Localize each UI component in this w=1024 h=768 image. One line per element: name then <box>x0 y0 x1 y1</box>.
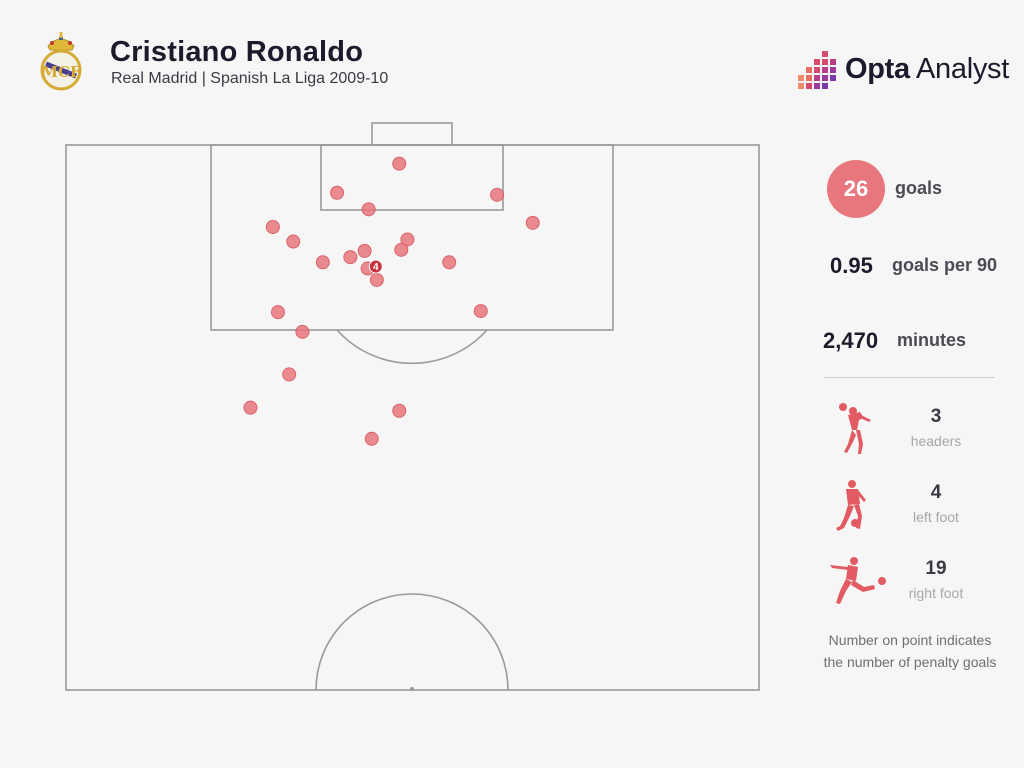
goal-point <box>243 400 258 415</box>
goal-point <box>361 202 376 217</box>
chart-subtitle: Real Madrid | Spanish La Liga 2009-10 <box>111 70 389 87</box>
goal-point <box>343 250 358 265</box>
goal-point <box>442 255 457 270</box>
goal-type-left-foot: 4 left foot <box>820 478 1000 548</box>
brand-light: Analyst <box>909 53 1010 85</box>
right-foot-label: right foot <box>908 585 964 601</box>
brand-name: Opta Analyst <box>845 53 1009 86</box>
goals-per-90-value: 0.95 <box>830 253 873 278</box>
right-foot-count: 19 <box>925 558 947 579</box>
header-player-icon <box>839 403 871 454</box>
goal-point <box>315 255 330 270</box>
goal-point <box>295 324 310 339</box>
goal-point <box>282 367 297 382</box>
svg-text:MCF: MCF <box>41 63 81 81</box>
goal-type-right-foot: 19 right foot <box>820 555 1000 625</box>
minutes-value: 2,470 <box>823 328 879 353</box>
stats-divider <box>824 377 995 378</box>
goal-points: 4 <box>243 156 540 446</box>
goal-point <box>473 304 488 319</box>
goal-point <box>330 185 345 200</box>
pitch-outline <box>65 144 760 691</box>
penalty-arc <box>336 329 488 365</box>
left-foot-label: left foot <box>913 509 959 525</box>
headers-count: 3 <box>930 406 942 427</box>
goal-point <box>490 187 505 202</box>
goal-point <box>270 305 285 320</box>
headers-label: headers <box>910 433 962 449</box>
brand-bold: Opta <box>845 53 910 85</box>
goal-point <box>394 242 409 257</box>
minutes-label: minutes <box>897 330 967 350</box>
opta-logo-icon <box>798 51 836 89</box>
goals-per-90-label: goals per 90 <box>892 255 998 275</box>
center-spot <box>410 687 414 691</box>
goal-point <box>364 431 379 446</box>
goal-point <box>392 156 407 171</box>
center-circle <box>315 593 509 691</box>
goals-circle: 26 <box>827 160 885 218</box>
goal-point <box>392 403 407 418</box>
penalty-goal-point <box>368 259 383 274</box>
goal-point <box>265 220 280 235</box>
right-foot-player-icon <box>830 557 886 604</box>
goal-frame <box>371 122 453 146</box>
real-madrid-crest-icon: MCF <box>40 32 82 91</box>
footnote-line-1: Number on point indicates <box>828 632 992 648</box>
left-foot-count: 4 <box>930 482 942 503</box>
goals-label: goals <box>895 178 943 198</box>
left-foot-player-icon <box>836 480 866 531</box>
footnote-line-2: the number of penalty goals <box>823 654 997 670</box>
goal-point <box>286 234 301 249</box>
pitch-shot-map: 4 <box>65 122 760 691</box>
six-yard-box <box>320 144 504 211</box>
goal-point <box>357 243 372 258</box>
goal-point <box>369 272 384 287</box>
goal-type-headers: 3 headers <box>820 400 1000 470</box>
goal-point <box>400 232 415 247</box>
footnote: Number on point indicates the number of … <box>806 629 1014 673</box>
goal-point <box>525 215 540 230</box>
penalty-goal-count-label: 4 <box>373 262 379 273</box>
player-name: Cristiano Ronaldo <box>110 36 364 68</box>
